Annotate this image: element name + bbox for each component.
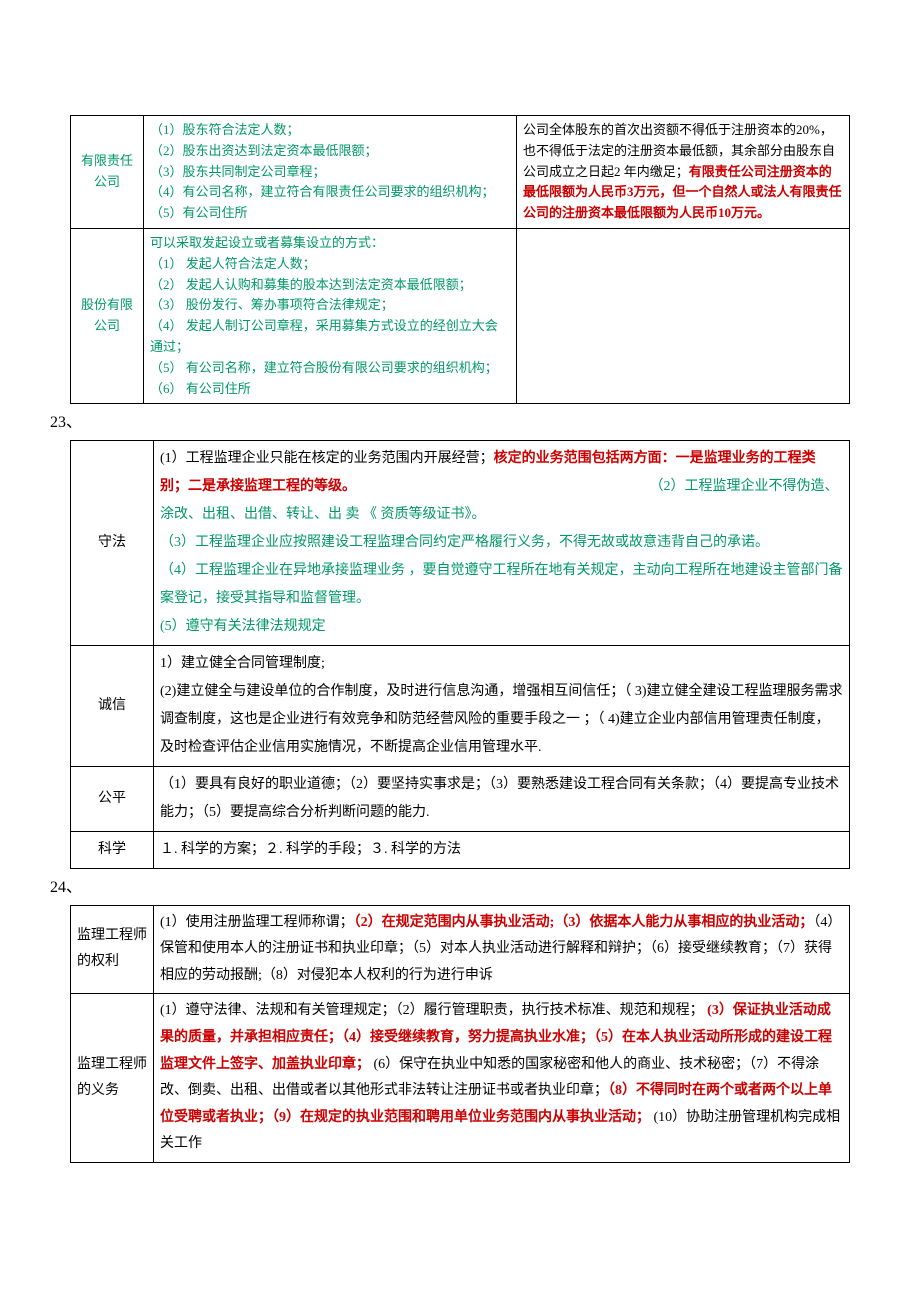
condition-item: （5） 有公司名称，建立符合股份有限公司要求的组织机构； <box>150 358 510 379</box>
conditions-cell: （1）股东符合法定人数； （2）股东出资达到法定资本最低限额； （3）股东共同制… <box>144 116 517 229</box>
company-types-table: 有限责任公司 （1）股东符合法定人数； （2）股东出资达到法定资本最低限额； （… <box>70 115 850 404</box>
text-part: 1）建立健全合同管理制度; <box>160 650 843 678</box>
content-cell: (1）遵守法律、法规和有关管理规定；（2）履行管理职责，执行技术标准、规范和规程… <box>154 994 850 1163</box>
table-row: 诚信 1）建立健全合同管理制度; (2)建立健全与建设单位的合作制度，及时进行信… <box>71 645 850 766</box>
table-row: 有限责任公司 （1）股东符合法定人数； （2）股东出资达到法定资本最低限额； （… <box>71 116 850 229</box>
condition-item: （2）股东出资达到法定资本最低限额； <box>150 141 510 162</box>
section-24-heading: 24、 <box>50 875 850 901</box>
row-label: 股份有限公司 <box>71 228 144 403</box>
section-23-heading: 23、 <box>50 410 850 436</box>
row-label: 监理工程师的权利 <box>71 905 154 994</box>
condition-item: （2） 发起人认购和募集的股本达到法定资本最低限额； <box>150 275 510 296</box>
row-label: 有限责任公司 <box>71 116 144 229</box>
condition-item: （4）有公司名称，建立符合有限责任公司要求的组织机构； <box>150 182 510 203</box>
condition-item: （4） 发起人制订公司章程，采用募集方式设立的经创立大会通过； <box>150 316 510 358</box>
engineer-rights-duties-table: 监理工程师的权利 (1）使用注册监理工程师称谓；（2）在规定范围内从事执业活动;… <box>70 905 850 1163</box>
row-label: 监理工程师的义务 <box>71 994 154 1163</box>
content-cell: (1）工程监理企业只能在核定的业务范围内开展经营；核定的业务范围包括两方面：一是… <box>154 440 850 645</box>
condition-item: （5）有公司住所 <box>150 203 510 224</box>
table-row: 监理工程师的权利 (1）使用注册监理工程师称谓；（2）在规定范围内从事执业活动;… <box>71 905 850 994</box>
page-container: 有限责任公司 （1）股东符合法定人数； （2）股东出资达到法定资本最低限额； （… <box>0 0 920 1227</box>
content-cell: （1）要具有良好的职业道德；（2）要坚持实事求是；（3）要熟悉建设工程合同有关条… <box>154 766 850 831</box>
text-part: （1）要具有良好的职业道德；（2）要坚持实事求是；（3）要熟悉建设工程合同有关条… <box>160 777 839 820</box>
text-part: (1）工程监理企业只能在核定的业务范围内开展经营； <box>160 451 494 466</box>
row-label: 科学 <box>71 831 154 868</box>
text-highlight: （2）在规定范围内从事执业活动;（3）依据本人能力从事相应的执业活动； <box>354 915 814 930</box>
text-part: (1）使用注册监理工程师称谓； <box>160 915 354 930</box>
conditions-cell: 可以采取发起设立或者募集设立的方式： （1） 发起人符合法定人数； （2） 发起… <box>144 228 517 403</box>
content-cell: １. 科学的方案；２. 科学的手段；３. 科学的方法 <box>154 831 850 868</box>
condition-item: （1） 发起人符合法定人数； <box>150 254 510 275</box>
text-part: (1）遵守法律、法规和有关管理规定；（2）履行管理职责，执行技术标准、规范和规程… <box>160 1003 704 1018</box>
principles-table: 守法 (1）工程监理企业只能在核定的业务范围内开展经营；核定的业务范围包括两方面… <box>70 440 850 869</box>
condition-intro: 可以采取发起设立或者募集设立的方式： <box>150 233 510 254</box>
table-row: 股份有限公司 可以采取发起设立或者募集设立的方式： （1） 发起人符合法定人数；… <box>71 228 850 403</box>
table-row: 监理工程师的义务 (1）遵守法律、法规和有关管理规定；（2）履行管理职责，执行技… <box>71 994 850 1163</box>
text-part: （4）工程监理企业在异地承接监理业务 ，要自觉遵守工程所在地有关规定，主动向工程… <box>160 557 843 613</box>
text-part: (5）遵守有关法律法规规定 <box>160 613 843 641</box>
condition-item: （3）股东共同制定公司章程； <box>150 162 510 183</box>
row-label: 守法 <box>71 440 154 645</box>
text-part: １. 科学的方案；２. 科学的手段；３. 科学的方法 <box>160 842 461 857</box>
content-cell: 1）建立健全合同管理制度; (2)建立健全与建设单位的合作制度，及时进行信息沟通… <box>154 645 850 766</box>
table-row: 公平 （1）要具有良好的职业道德；（2）要坚持实事求是；（3）要熟悉建设工程合同… <box>71 766 850 831</box>
row-label: 诚信 <box>71 645 154 766</box>
text-part: （3）工程监理企业应按照建设工程监理合同约定严格履行义务，不得无故或故意违背自己… <box>160 529 843 557</box>
table-row: 守法 (1）工程监理企业只能在核定的业务范围内开展经营；核定的业务范围包括两方面… <box>71 440 850 645</box>
notes-cell <box>517 228 850 403</box>
row-label: 公平 <box>71 766 154 831</box>
condition-item: （6） 有公司住所 <box>150 379 510 400</box>
condition-item: （3） 股份发行、筹办事项符合法律规定； <box>150 295 510 316</box>
notes-cell: 公司全体股东的首次出资额不得低于注册资本的20%，也不得低于法定的注册资本最低额… <box>517 116 850 229</box>
text-part: (2)建立健全与建设单位的合作制度，及时进行信息沟通，增强相互间信任；（ 3)建… <box>160 678 843 762</box>
content-cell: (1）使用注册监理工程师称谓；（2）在规定范围内从事执业活动;（3）依据本人能力… <box>154 905 850 994</box>
table-row: 科学 １. 科学的方案；２. 科学的手段；３. 科学的方法 <box>71 831 850 868</box>
condition-item: （1）股东符合法定人数； <box>150 120 510 141</box>
